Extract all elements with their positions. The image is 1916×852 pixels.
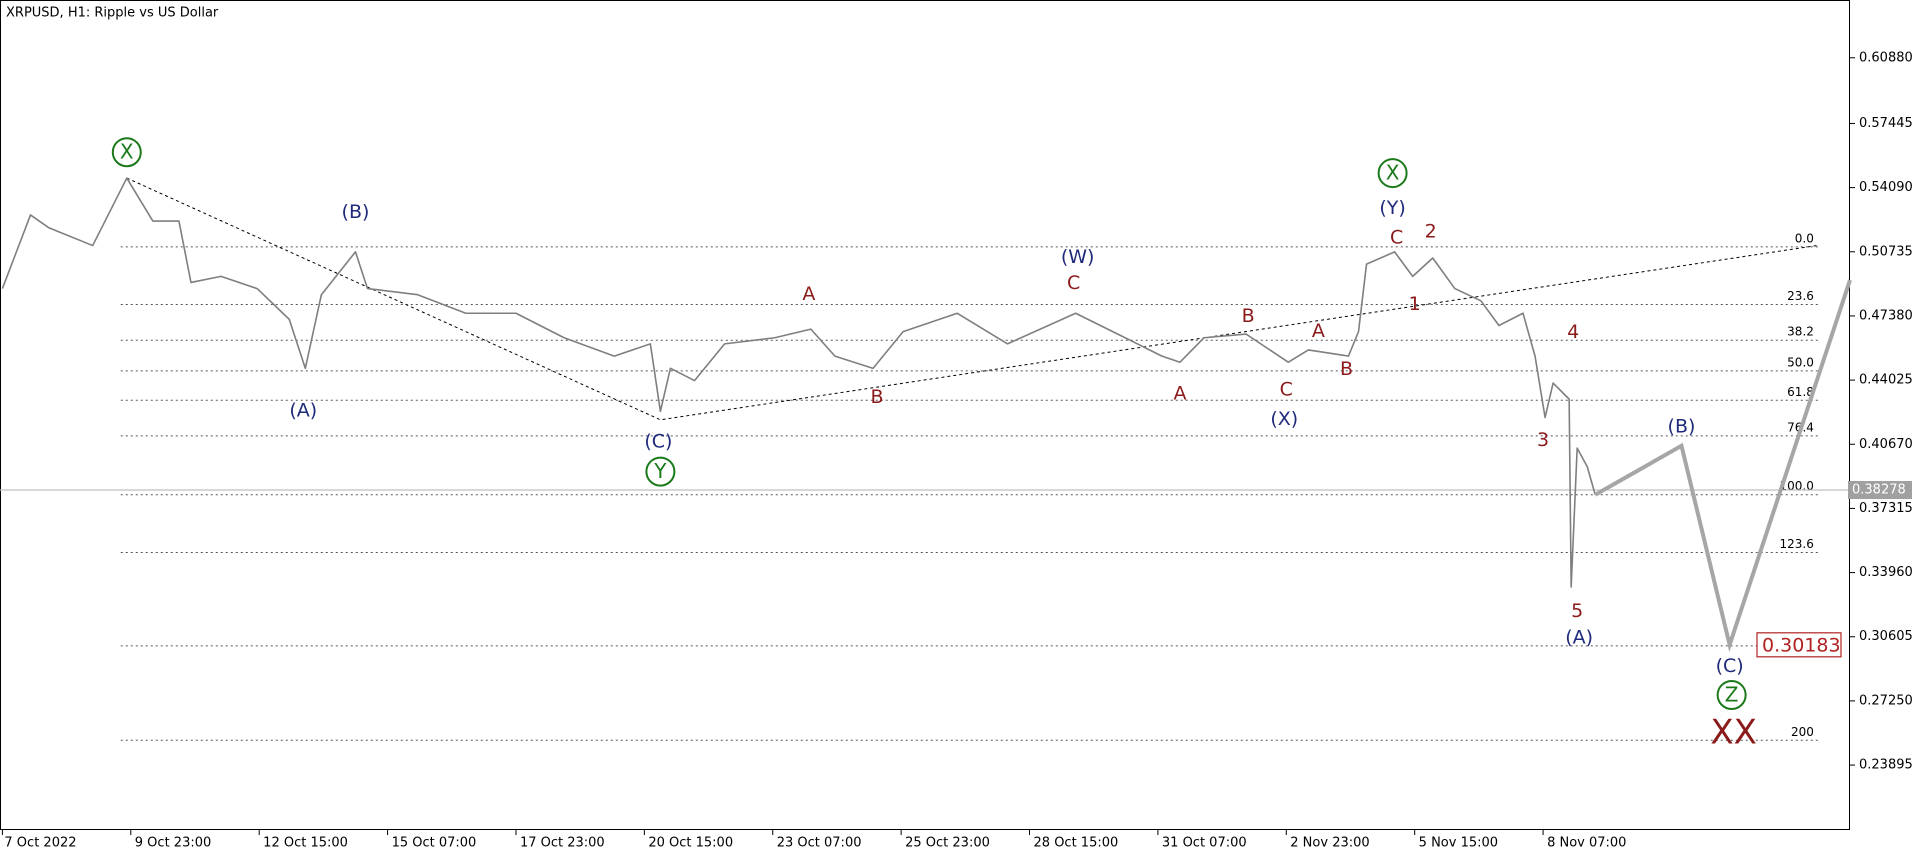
fib-label: 0.0 bbox=[1795, 231, 1814, 245]
x-tick-label: 25 Oct 23:00 bbox=[905, 836, 990, 851]
wave-label: B bbox=[1340, 358, 1353, 380]
x-tick-label: 15 Oct 07:00 bbox=[392, 836, 477, 851]
y-tick-label: 0.30605 bbox=[1859, 629, 1913, 644]
x-tick-label: 9 Oct 23:00 bbox=[135, 836, 211, 851]
trendline bbox=[126, 177, 1818, 421]
wave-label: 1 bbox=[1409, 293, 1421, 315]
x-tick-label: 12 Oct 15:00 bbox=[263, 836, 348, 851]
y-tick-label: 0.37315 bbox=[1859, 501, 1913, 516]
chart-title: XRPUSD, H1: Ripple vs US Dollar bbox=[6, 6, 219, 21]
wave-label: 5 bbox=[1571, 600, 1583, 622]
y-tick-label: 0.44025 bbox=[1859, 373, 1913, 388]
fib-label: 50.0 bbox=[1787, 355, 1814, 369]
wave-label: C bbox=[1390, 226, 1403, 248]
x-tick-label: 5 Nov 15:00 bbox=[1419, 836, 1498, 851]
wave-label: X bbox=[1386, 161, 1400, 185]
x-tick-label: 23 Oct 07:00 bbox=[777, 836, 862, 851]
fib-label: 38.2 bbox=[1787, 325, 1814, 339]
y-tick-label: 0.57445 bbox=[1859, 116, 1913, 131]
x-tick-label: 2 Nov 23:00 bbox=[1290, 836, 1369, 851]
wave-label: (Y) bbox=[1379, 197, 1405, 219]
wave-label: C bbox=[1067, 272, 1080, 294]
x-tick-label: 8 Nov 07:00 bbox=[1547, 836, 1626, 851]
wave-circle bbox=[1377, 158, 1408, 189]
wave-label: C bbox=[1280, 379, 1293, 401]
y-tick-label: 0.23895 bbox=[1859, 758, 1913, 773]
wave-label: B bbox=[871, 386, 884, 408]
wave-circle bbox=[111, 137, 142, 168]
wave-label: B bbox=[1242, 305, 1255, 327]
wave-label: (A) bbox=[289, 400, 317, 422]
wave-label: Z bbox=[1725, 682, 1739, 706]
fib-label: 123.6 bbox=[1780, 537, 1814, 551]
projection-line bbox=[1594, 279, 1852, 653]
wave-label: (B) bbox=[1668, 416, 1696, 438]
wave-label: (C) bbox=[644, 430, 672, 452]
target-label: 0.30183 bbox=[1762, 634, 1841, 656]
wave-label: (X) bbox=[1270, 408, 1298, 430]
target-box bbox=[1756, 632, 1842, 658]
wave-label: Y bbox=[653, 459, 667, 483]
wave-label: 4 bbox=[1567, 321, 1579, 343]
wave-label: 2 bbox=[1425, 220, 1437, 242]
x-tick-label: 17 Oct 23:00 bbox=[520, 836, 605, 851]
x-tick-label: 20 Oct 15:00 bbox=[648, 836, 733, 851]
y-tick-label: 0.54090 bbox=[1859, 180, 1913, 195]
wave-label: XX bbox=[1710, 713, 1757, 753]
wave-label: (C) bbox=[1716, 655, 1744, 677]
y-tick-label: 0.60880 bbox=[1859, 50, 1913, 65]
y-tick-label: 0.47380 bbox=[1859, 308, 1913, 323]
x-tick-label: 7 Oct 2022 bbox=[4, 836, 76, 851]
y-tick-label: 0.33960 bbox=[1859, 565, 1913, 580]
x-tick-label: 28 Oct 15:00 bbox=[1034, 836, 1119, 851]
fib-label: 23.6 bbox=[1787, 289, 1814, 303]
wave-label: A bbox=[802, 283, 815, 305]
wave-circle bbox=[1716, 679, 1747, 710]
wave-label: (B) bbox=[342, 201, 370, 223]
wave-circle bbox=[645, 456, 676, 487]
plot-frame bbox=[0, 0, 1850, 830]
current-price-box bbox=[1848, 481, 1912, 500]
current-price-label: 0.38278 bbox=[1852, 483, 1906, 498]
wave-label: A bbox=[1173, 383, 1186, 405]
wave-label: (A) bbox=[1565, 627, 1593, 649]
wave-label: (W) bbox=[1061, 246, 1095, 268]
price-line bbox=[1, 177, 1596, 588]
y-tick-label: 0.40670 bbox=[1859, 437, 1913, 452]
wave-label: 3 bbox=[1537, 429, 1549, 451]
wave-label: X bbox=[120, 140, 134, 164]
fib-label: 200 bbox=[1791, 725, 1814, 739]
y-tick-label: 0.50735 bbox=[1859, 244, 1913, 259]
fib-label: 61.8 bbox=[1787, 385, 1814, 399]
y-tick-label: 0.27250 bbox=[1859, 693, 1913, 708]
x-tick-label: 31 Oct 07:00 bbox=[1162, 836, 1247, 851]
wave-label: A bbox=[1312, 320, 1325, 342]
